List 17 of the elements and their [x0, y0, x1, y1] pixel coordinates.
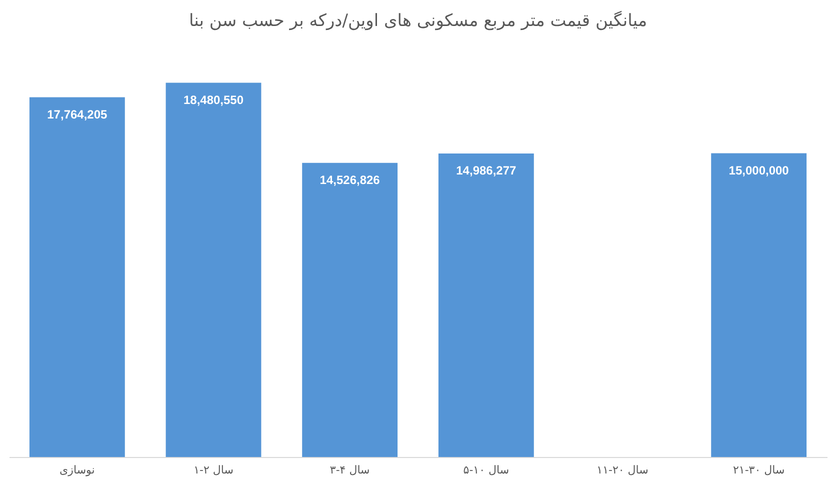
x-tick-label: ۵-۱۰ سال [463, 464, 510, 476]
bar [29, 97, 125, 457]
x-tick-label: ۳-۴ سال [330, 464, 370, 476]
x-tick-label: ۱۱-۲۰ سال [596, 464, 648, 476]
bar [438, 154, 534, 457]
data-label: 15,000,000 [728, 163, 790, 178]
data-label: 14,526,826 [320, 172, 380, 187]
bar [302, 162, 398, 457]
x-tick-label: ۲۱-۳۰ سال [732, 464, 785, 476]
bar [166, 82, 262, 457]
chart-title: میانگین قیمت متر مربع مسکونی های اوین/درکه بر حسب سن بنا [188, 10, 648, 31]
x-tick-label: ۱-۲ سال [194, 464, 234, 476]
x-tick-label: نوسازی [60, 464, 95, 476]
data-label: 14,986,277 [456, 164, 517, 178]
bar [711, 153, 807, 457]
data-label: 18,480,550 [183, 92, 244, 107]
data-label: 17,764,205 [47, 107, 108, 122]
